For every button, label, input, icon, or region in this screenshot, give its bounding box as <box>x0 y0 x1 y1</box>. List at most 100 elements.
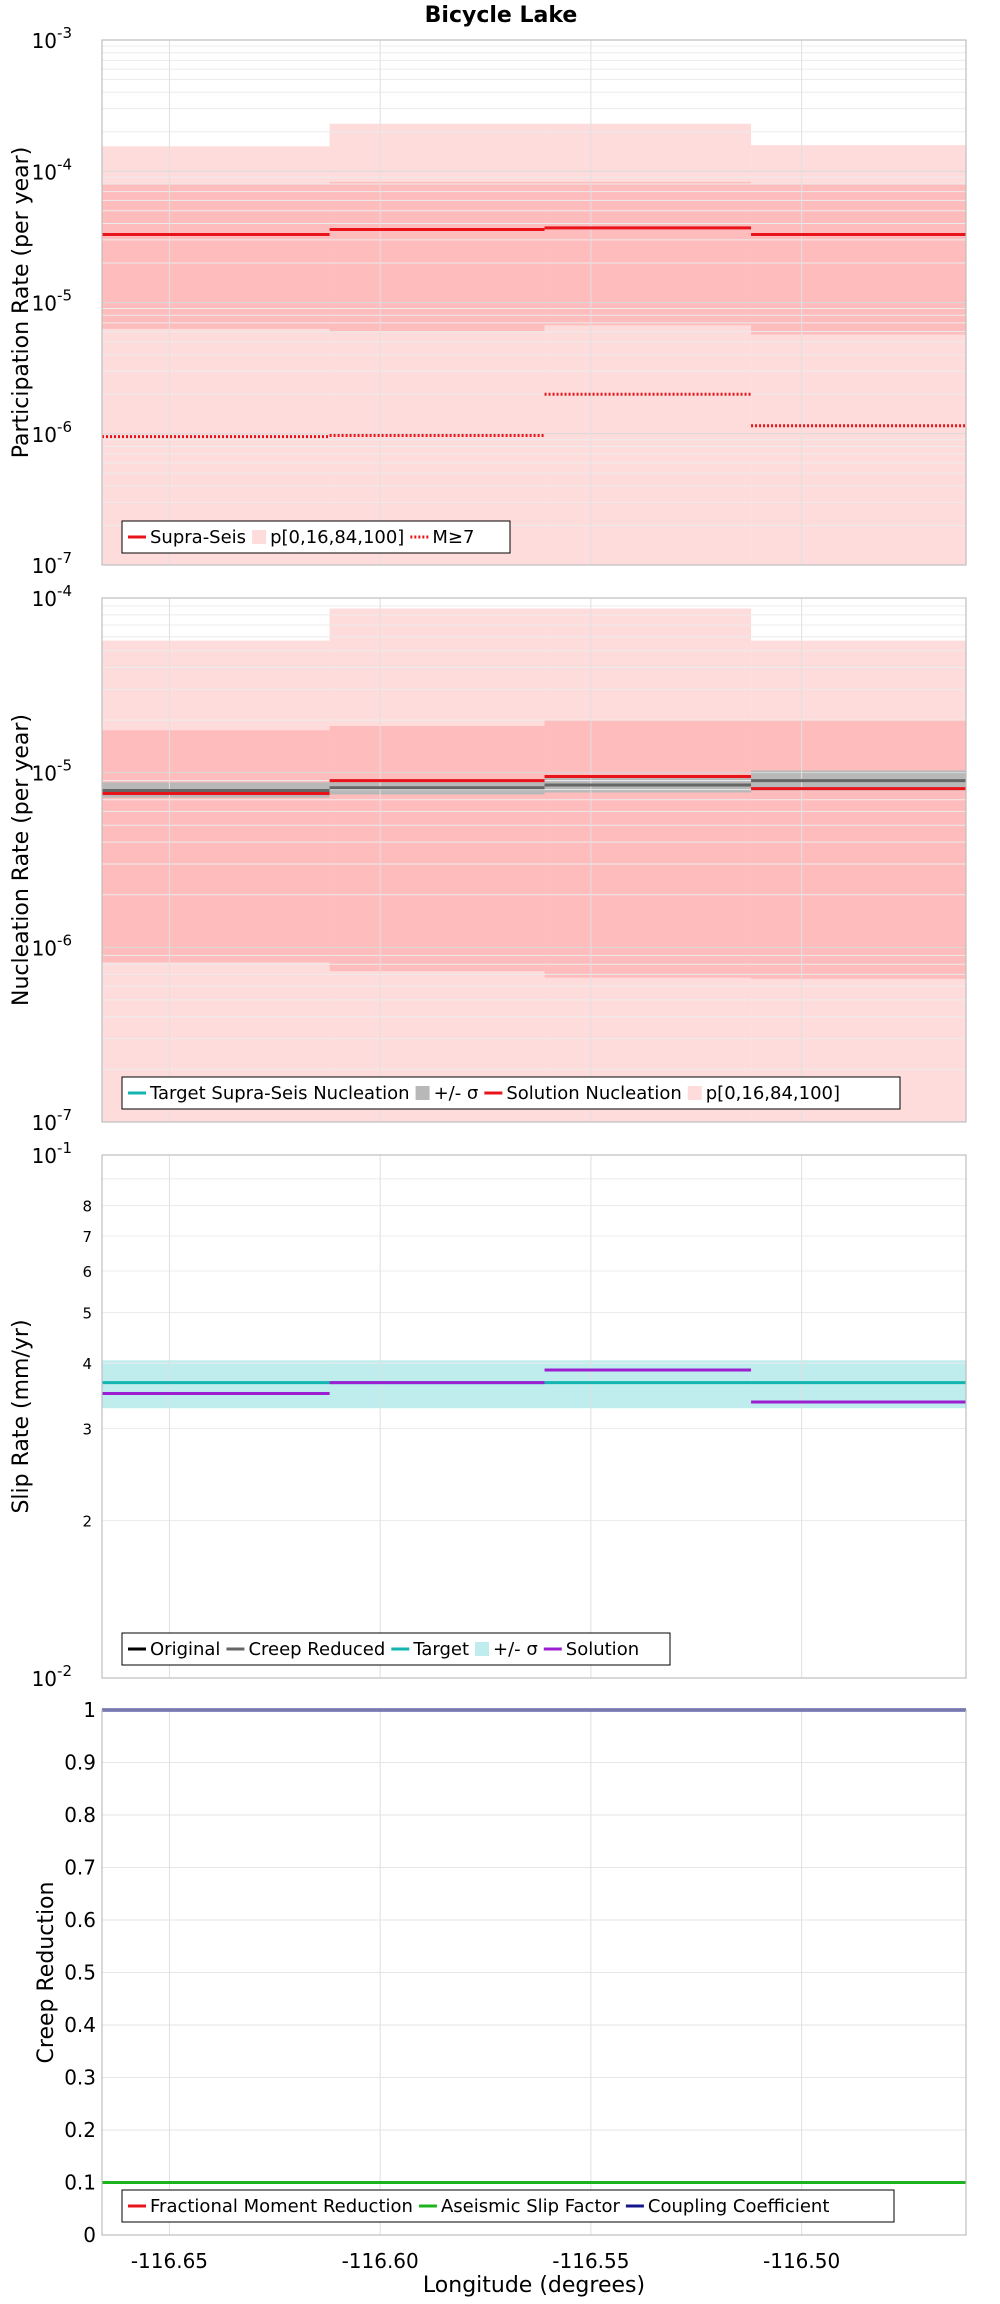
y-tick-label: 10-4 <box>32 582 72 611</box>
y-minor-tick-label: 3 <box>82 1420 92 1438</box>
legend-label: Target Supra-Seis Nucleation <box>149 1083 410 1104</box>
series-target-supra-seis-nucleation <box>102 779 966 793</box>
x-ticks: -116.65 -116.60 -116.55 -116.50 <box>131 2249 840 2273</box>
legend-label: Target <box>412 1639 469 1660</box>
y-minor-tick-label: 8 <box>82 1198 92 1216</box>
x-tick-label: -116.60 <box>342 2249 419 2273</box>
legend-label: p[0,16,84,100] <box>706 1083 840 1104</box>
band-1-segment-3 <box>544 1360 752 1409</box>
legend-item-p-0-16-84-100-: p[0,16,84,100] <box>252 527 404 548</box>
y-tick-label: 10-3 <box>32 24 72 53</box>
legend-item-aseismic-slip-factor: Aseismic Slip Factor <box>418 2196 621 2217</box>
y-tick-label: 0.7 <box>64 1856 96 1880</box>
y-tick-label: 1 <box>83 1698 96 1722</box>
legend: Fractional Moment Reduction Aseismic Slip… <box>121 2189 895 2223</box>
legend-item-coupling-coefficient: Coupling Coefficient <box>625 2196 829 2217</box>
y-ticks: 10-7 10-6 10-5 10-4 10-3 <box>32 24 72 578</box>
x-tick-label: -116.55 <box>552 2249 629 2273</box>
y-tick-label: 10-1 <box>32 1139 72 1168</box>
y-axis-label: Nucleation Rate (per year) <box>9 714 34 1006</box>
legend-item-original: Original <box>128 1639 220 1660</box>
y-axis-label: Participation Rate (per year) <box>9 147 34 459</box>
plot-area <box>102 1155 966 1678</box>
y-tick-label: 10-6 <box>32 418 72 447</box>
legend-label: p[0,16,84,100] <box>270 527 404 548</box>
y-tick-label: 0 <box>83 2223 96 2247</box>
y-minor-tick-label: 7 <box>82 1228 92 1246</box>
legend-item-target: Target <box>391 1639 469 1660</box>
panel-1: 10-7 10-6 10-5 10-4 10-3 Participation Rate (… <box>9 24 967 578</box>
legend-label: Coupling Coefficient <box>648 2196 829 2217</box>
legend-swatch <box>415 1086 430 1100</box>
y-tick-label: 10-5 <box>32 287 72 316</box>
legend-label: +/- σ <box>493 1639 538 1660</box>
band-1-segment-4 <box>751 1360 966 1409</box>
y-tick-label: 10-7 <box>32 549 72 578</box>
grid <box>102 598 966 1123</box>
y-minor-tick-label: 4 <box>82 1355 92 1373</box>
y-ticks: 10-2 10-1 2 3 4 5 6 7 8 <box>32 1139 92 1691</box>
legend: Original Creep Reduced Target +/- σ Solution <box>121 1632 671 1666</box>
legend-label: Creep Reduced <box>248 1639 385 1660</box>
legend-box <box>121 520 511 554</box>
x-tick-label: -116.50 <box>763 2249 840 2273</box>
y-tick-label: 10-2 <box>32 1662 72 1691</box>
band-1-segment-1 <box>102 1360 330 1409</box>
y-minor-tick-label: 2 <box>82 1513 92 1531</box>
legend-label: Solution Nucleation <box>506 1083 681 1104</box>
y-tick-label: 10-6 <box>32 931 72 960</box>
band-2-segment-1 <box>102 730 330 963</box>
panel-4: 00.10.20.30.40.50.60.70.80.91-116.65 -116… <box>34 1698 967 2273</box>
band-2-segment-3 <box>544 720 752 978</box>
y-tick-label: 0.1 <box>64 2171 96 2195</box>
figure-title: Bicycle Lake <box>425 3 578 28</box>
y-tick-label: 0.6 <box>64 1908 96 1932</box>
legend-swatch <box>252 530 267 544</box>
y-minor-tick-label: 6 <box>82 1263 92 1281</box>
panel-2: 10-7 10-6 10-5 10-4 Nucleation Rate (per yea… <box>9 582 967 1135</box>
panels: 10-7 10-6 10-5 10-4 10-3 Participation Rate (… <box>9 24 967 2273</box>
plot-frame <box>101 597 967 1123</box>
plot-frame <box>101 1709 967 2236</box>
legend-item-solution: Solution <box>543 1639 639 1660</box>
band-2-segment-2 <box>329 181 545 332</box>
plot-frame <box>101 39 967 566</box>
legend-label: Solution <box>566 1639 639 1660</box>
x-tick-label: -116.65 <box>131 2249 208 2273</box>
legend-label: M≥7 <box>432 527 474 548</box>
series-solution-nucleation <box>102 775 966 795</box>
legend-label: Fractional Moment Reduction <box>150 2196 413 2217</box>
grid <box>102 40 966 566</box>
band-2-segment-2 <box>329 726 545 972</box>
panel-3: 10-2 10-1 2 3 4 5 6 7 8 Slip Rate (mm/yr) Original… <box>9 1139 967 1691</box>
plot-frame <box>101 1154 967 1679</box>
band-2-segment-3 <box>544 181 752 326</box>
y-tick-label: 0.9 <box>64 1751 96 1775</box>
y-tick-label: 0.3 <box>64 2066 96 2090</box>
band-2-segment-4 <box>751 183 966 335</box>
series-m-7 <box>102 392 966 439</box>
legend-swatch <box>687 1086 702 1100</box>
legend-label: +/- σ <box>434 1083 479 1104</box>
legend-item-solution-nucleation: Solution Nucleation <box>484 1083 682 1104</box>
y-tick-label: 10-4 <box>32 155 72 184</box>
band-2-segment-1 <box>102 183 330 329</box>
series-solution <box>102 1368 966 1404</box>
legend: Supra-Seis p[0,16,84,100] M≥7 <box>121 520 511 554</box>
y-tick-label: 0.8 <box>64 1803 96 1827</box>
y-ticks: 10-7 10-6 10-5 10-4 <box>32 582 72 1135</box>
series-supra-seis <box>102 226 966 236</box>
y-axis-label: Slip Rate (mm/yr) <box>9 1319 34 1513</box>
legend-item-p-0-16-84-100-: p[0,16,84,100] <box>687 1083 840 1104</box>
band-1-segment-2 <box>329 1360 545 1409</box>
y-tick-label: 10-7 <box>32 1106 72 1135</box>
legend-item-creep-reduced: Creep Reduced <box>226 1639 385 1660</box>
legend-swatch <box>475 1642 489 1656</box>
legend-item--: +/- σ <box>475 1639 538 1660</box>
legend-item-fractional-moment-reduction: Fractional Moment Reduction <box>128 2196 413 2217</box>
legend-box <box>121 2189 895 2223</box>
y-ticks: 0 0.1 0.2 0.3 0.4 0.5 0.6 0.7 0.8 0.9 1 <box>64 1698 96 2247</box>
legend-item-supra-seis: Supra-Seis <box>128 527 246 548</box>
